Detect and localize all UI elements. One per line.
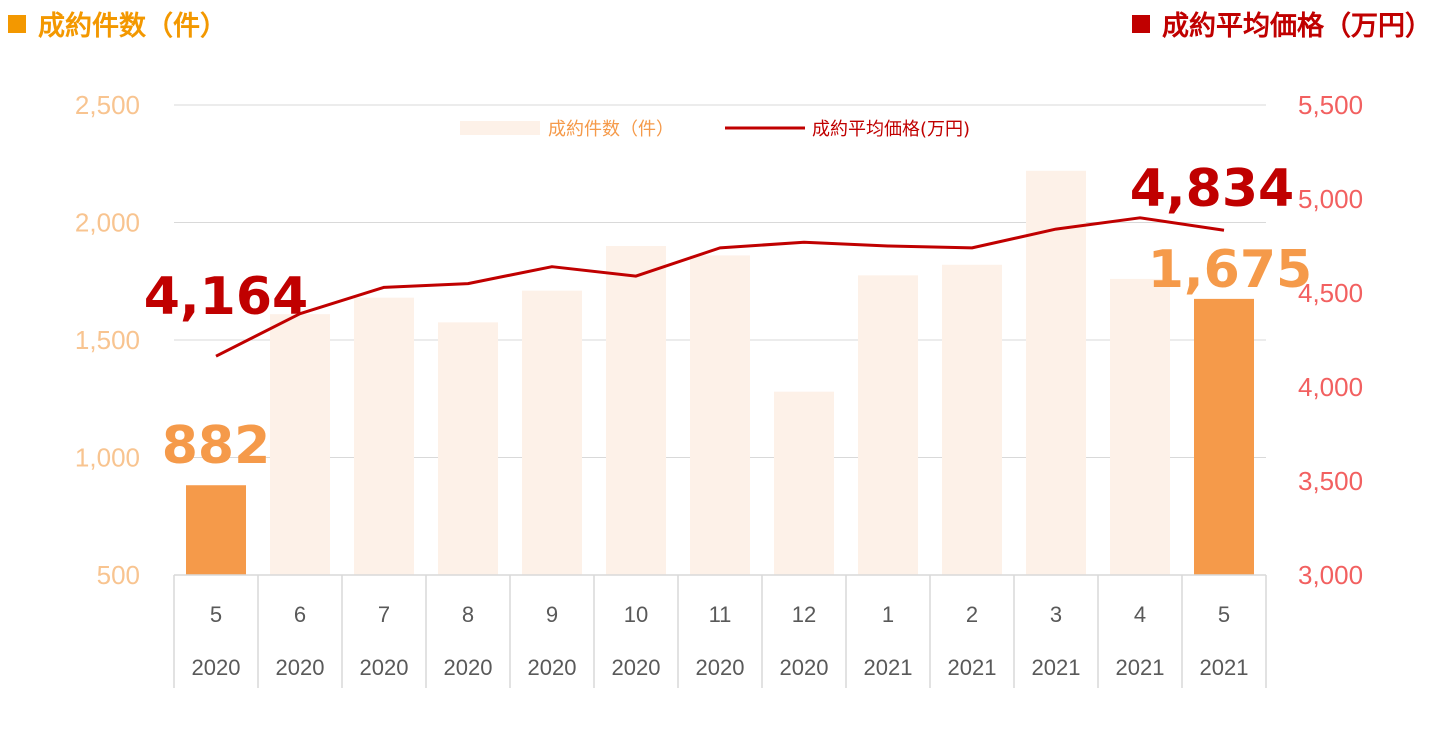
bar — [1026, 170, 1086, 576]
x-tick-year: 2021 — [948, 655, 997, 680]
x-tick-year: 2020 — [192, 655, 241, 680]
x-tick-year: 2020 — [276, 655, 325, 680]
left-axis-tick-label: 1,000 — [75, 443, 140, 473]
x-tick-year: 2020 — [528, 655, 577, 680]
x-tick-month: 1 — [882, 602, 894, 627]
x-tick-month: 11 — [709, 602, 732, 627]
legend-bar-swatch — [460, 121, 540, 135]
x-tick-month: 7 — [378, 602, 390, 627]
x-tick-month: 5 — [210, 602, 222, 627]
left-axis-tick-label: 2,500 — [75, 90, 140, 120]
legend-bar-label: 成約件数（件） — [548, 119, 674, 140]
x-tick-month: 10 — [624, 602, 648, 627]
x-tick-year: 2021 — [1032, 655, 1081, 680]
right-axis-tick-label: 5,500 — [1298, 90, 1363, 120]
x-tick-year: 2020 — [612, 655, 661, 680]
bar — [690, 255, 750, 575]
x-tick-month: 9 — [546, 602, 558, 627]
x-tick-month: 4 — [1134, 602, 1146, 627]
x-tick-month: 5 — [1218, 602, 1230, 627]
left-axis-title: 成約件数（件） — [8, 4, 227, 43]
line-data-label: 4,834 — [1130, 159, 1294, 219]
x-tick-month: 8 — [462, 602, 474, 627]
right-axis-title: 成約平均価格（万円） — [1132, 4, 1432, 43]
red-square-icon — [1132, 14, 1150, 33]
bar — [522, 290, 582, 575]
bar — [270, 314, 330, 575]
orange-square-icon — [8, 14, 26, 33]
left-axis-tick-label: 1,500 — [75, 325, 140, 355]
x-tick-year: 2020 — [360, 655, 409, 680]
price-line — [215, 216, 1225, 358]
x-tick-year: 2021 — [1116, 655, 1165, 680]
bar — [1194, 298, 1254, 575]
right-axis-tick-label: 5,000 — [1298, 184, 1363, 214]
x-tick-year: 2021 — [1200, 655, 1249, 680]
bar — [858, 275, 918, 575]
x-tick-year: 2020 — [780, 655, 829, 680]
bar-data-label: 882 — [162, 416, 271, 476]
bar — [354, 297, 414, 575]
bar — [438, 322, 498, 575]
x-tick-month: 3 — [1050, 602, 1062, 627]
x-tick-month: 2 — [966, 602, 978, 627]
x-tick-year: 2021 — [864, 655, 913, 680]
bar — [774, 391, 834, 575]
line-data-label: 4,164 — [144, 267, 308, 327]
bar — [1110, 278, 1170, 575]
left-axis-tick-label: 2,000 — [75, 208, 140, 238]
bar-data-label: 1,675 — [1148, 240, 1312, 300]
left-axis-title-text: 成約件数（件） — [38, 11, 227, 42]
right-axis-tick-label: 3,500 — [1298, 466, 1363, 496]
bar — [942, 264, 1002, 575]
x-tick-year: 2020 — [444, 655, 493, 680]
x-tick-month: 12 — [792, 602, 816, 627]
right-axis-tick-label: 3,000 — [1298, 560, 1363, 590]
bar — [186, 485, 246, 575]
x-tick-month: 6 — [294, 602, 306, 627]
left-axis-tick-label: 500 — [97, 560, 140, 590]
right-axis-tick-label: 4,500 — [1298, 278, 1363, 308]
right-axis-tick-label: 4,000 — [1298, 372, 1363, 402]
legend-line-label: 成約平均価格(万円) — [812, 119, 970, 140]
x-tick-year: 2020 — [696, 655, 745, 680]
bar — [606, 246, 666, 575]
right-axis-title-text: 成約平均価格（万円） — [1162, 11, 1432, 42]
